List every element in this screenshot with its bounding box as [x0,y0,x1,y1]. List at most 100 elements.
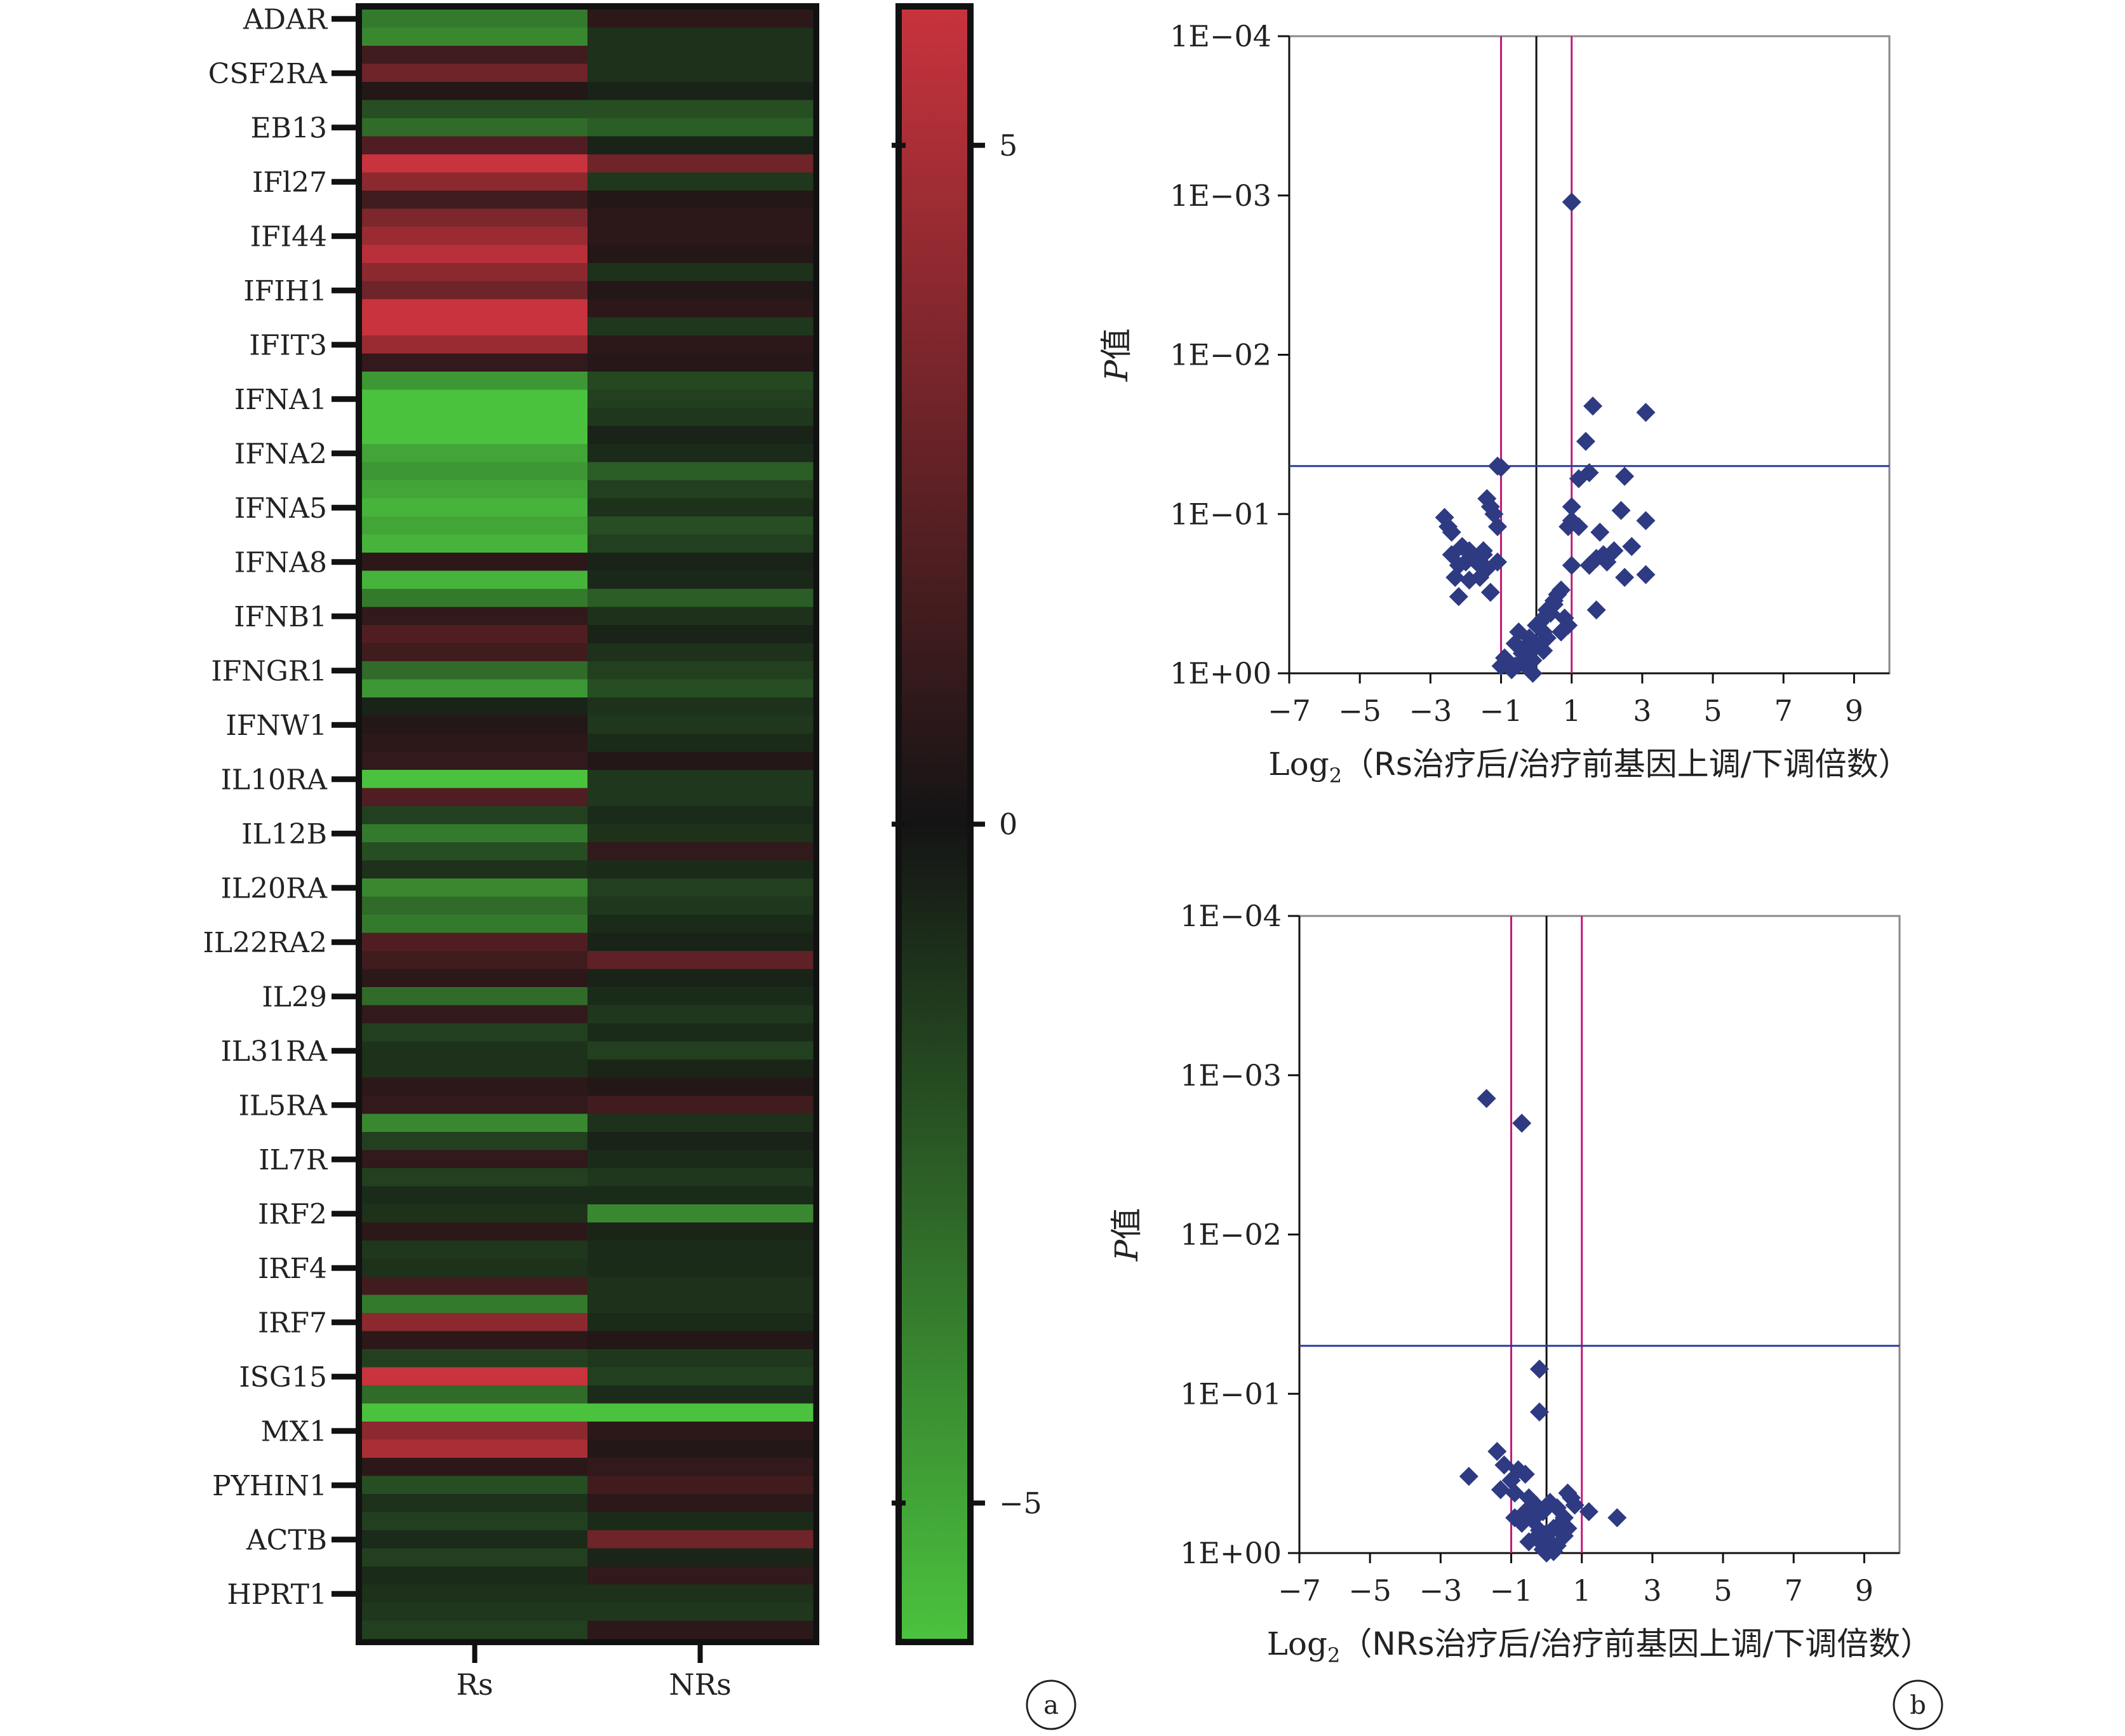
heatmap-cell [362,1476,588,1495]
heatmap-cell [362,534,588,553]
heatmap-cell [362,860,588,879]
data-point [1449,587,1468,607]
data-point [1636,511,1656,530]
heatmap-cell [362,263,588,281]
data-point [1480,582,1500,602]
heatmap-cell [587,208,814,227]
heatmap-cell [587,100,814,119]
data-point [1562,497,1581,516]
heatmap-cell [362,118,588,137]
y-axis-label: P值 [1108,1208,1145,1262]
heatmap-cell [362,697,588,716]
heatmap-cell [587,1439,814,1458]
gene-label: IFNA2 [234,438,327,470]
heatmap-cell [362,245,588,264]
heatmap-cell [587,136,814,155]
heatmap-cell [587,715,814,734]
gene-tick [332,124,356,131]
heatmap-cell [587,1530,814,1549]
data-point [1579,1502,1599,1521]
gene-label: IL20RA [221,872,328,905]
x-axis-label: Log2（NRs治疗后/治疗前基因上调/下调倍数） [1267,1625,1933,1667]
heatmap-cell [362,64,588,83]
heatmap-cell [362,1603,588,1621]
data-point [1509,655,1529,675]
heatmap-cell [587,46,814,64]
heatmap-cell [587,751,814,770]
data-point [1636,403,1656,422]
x-tick-label: 9 [1855,1573,1874,1608]
y-tick-label: 1E−04 [1170,19,1271,53]
column-label: Rs [456,1667,493,1702]
x-tick-label: −3 [1419,1573,1462,1608]
gene-label: IFNB1 [234,601,327,633]
y-tick-label: 1E+00 [1170,656,1271,690]
heatmap-cell [362,299,588,318]
colorbar-fill [902,10,967,1639]
heatmap-cell [587,842,814,861]
gene-tick [332,287,356,293]
data-point [1622,537,1642,556]
data-point [1579,556,1599,575]
gene-tick [332,70,356,76]
x-tick-label: 3 [1643,1573,1661,1608]
heatmap-cell [587,1150,814,1169]
gene-tick [332,1428,356,1434]
heatmap-cell [587,498,814,517]
heatmap-cell [362,100,588,119]
y-tick-label: 1E−03 [1180,1058,1282,1093]
heatmap-cell [362,896,588,915]
data-point [1523,664,1543,683]
heatmap-cell [362,1222,588,1241]
gene-tick [332,1482,356,1488]
gene-label: HPRT1 [227,1578,327,1611]
heatmap-cell [362,1313,588,1331]
heatmap-cell [362,661,588,680]
heatmap-cell [587,1548,814,1567]
heatmap-cell [587,335,814,354]
x-tick-label: 5 [1713,1573,1732,1608]
data-point [1438,517,1458,537]
gene-tick [332,1591,356,1597]
heatmap-cell [587,27,814,46]
colorbar-tick [892,142,906,148]
gene-label: IFNA8 [234,546,327,579]
data-point [1569,517,1588,537]
heatmap-cell [587,372,814,390]
panel-label-a: a [1026,1679,1076,1730]
data-point [1459,1467,1478,1486]
gene-tick [332,885,356,891]
heatmap-cell [587,1313,814,1331]
gene-label: IL22RA2 [203,927,328,959]
heatmap-cell [362,788,588,807]
heatmap-cell [362,1458,588,1476]
heatmap-cell [362,607,588,626]
heatmap-cell [587,860,814,879]
gene-tick [332,830,356,837]
data-point [1530,1402,1549,1422]
gene-label: CSF2RA [208,58,328,90]
heatmap-cell [587,1041,814,1060]
heatmap-cell [587,661,814,680]
heatmap-cell [587,570,814,589]
heatmap-cell [362,1060,588,1078]
data-point [1593,545,1613,565]
data-point [1537,1544,1557,1563]
svg-text:a: a [1043,1691,1059,1720]
heatmap-cell [362,1168,588,1187]
heatmap-cell [362,27,588,46]
heatmap-cell [362,570,588,589]
gene-tick [332,178,356,185]
heatmap-cell [587,770,814,788]
heatmap-cell [362,1150,588,1169]
volcano-plot-rs: 1E+00 1E−01 1E−02 1E−03 1E−04 −7 −5 −3 −1 1 3 5 7 9 P值… [1098,19,1910,788]
heatmap-cell [362,1096,588,1114]
heatmap-cell [587,915,814,933]
heatmap-cell [362,1494,588,1512]
y-axis-label: P值 [1098,328,1135,382]
heatmap-cell [362,1331,588,1350]
heatmap-cell [587,679,814,698]
data-point [1552,622,1571,642]
heatmap-cell [587,932,814,952]
